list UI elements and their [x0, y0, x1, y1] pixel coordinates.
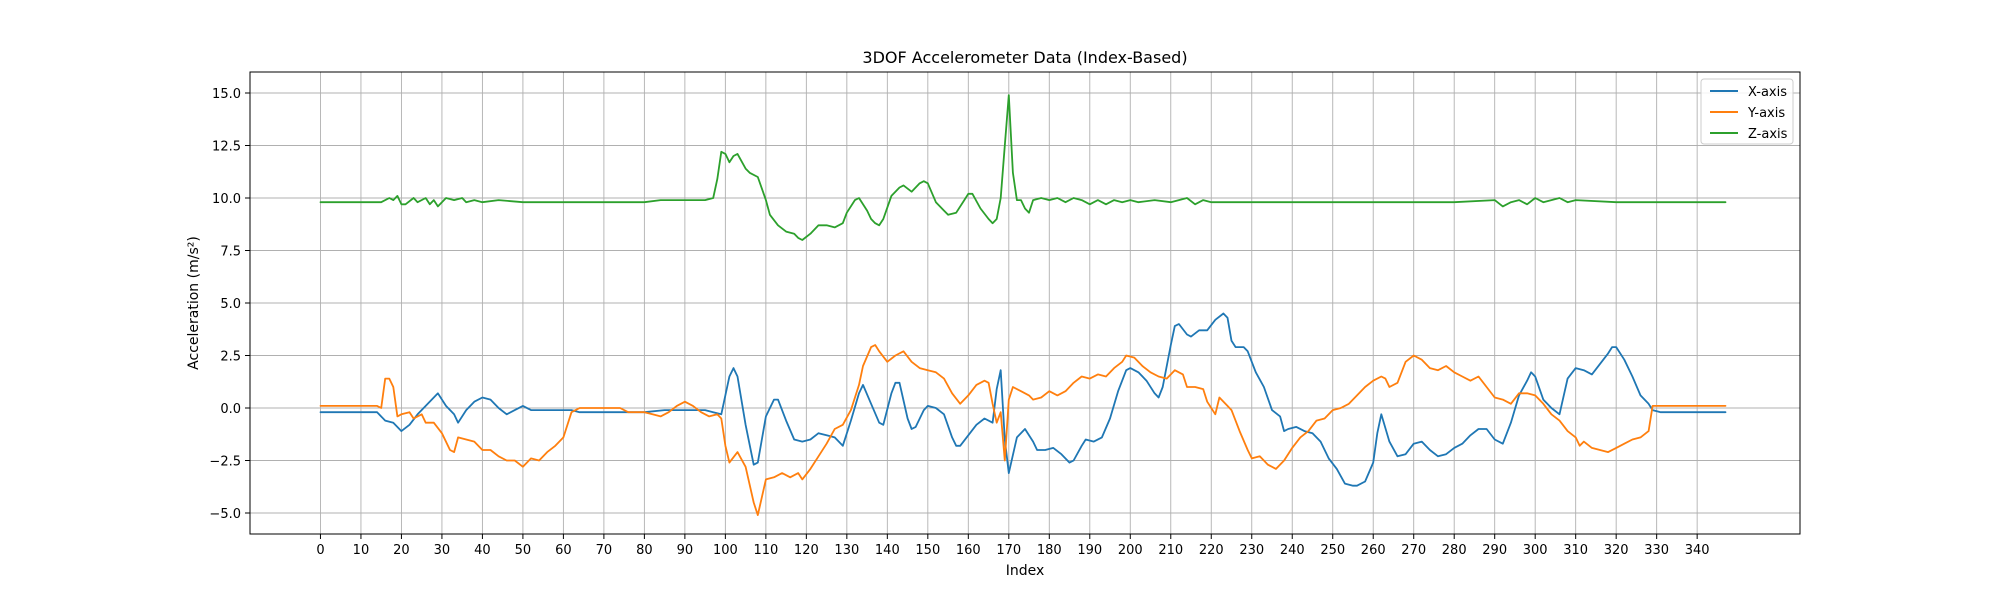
x-tick-label: 230: [1239, 543, 1264, 558]
x-tick-label: 160: [956, 543, 981, 558]
x-tick-label: 60: [555, 543, 572, 558]
x-tick-label: 310: [1563, 543, 1588, 558]
legend-box: [1700, 78, 1794, 145]
x-tick-label: 70: [596, 543, 613, 558]
x-tick-label: 110: [753, 543, 778, 558]
x-tick-label: 100: [713, 543, 738, 558]
x-tick-label: 0: [316, 543, 324, 558]
series-line-z-axis: [319, 94, 1727, 241]
x-tick-label: 80: [636, 543, 653, 558]
x-tick-label: 180: [1037, 543, 1062, 558]
legend-label-x-axis: X-axis: [1748, 85, 1787, 100]
x-tick-label: 20: [393, 543, 410, 558]
x-tick-label: 190: [1077, 543, 1102, 558]
x-tick-label: 240: [1280, 543, 1305, 558]
x-tick-label: 220: [1199, 543, 1224, 558]
x-tick-label: 320: [1604, 543, 1629, 558]
series-line-x-axis: [319, 312, 1727, 487]
series-line-y-axis: [319, 344, 1727, 516]
x-tick-label: 170: [996, 543, 1021, 558]
x-tick-label: 210: [1158, 543, 1183, 558]
legend-label-y-axis: Y-axis: [1747, 106, 1785, 121]
grid-lines: [250, 72, 1800, 534]
y-tick-label: 12.5: [212, 140, 241, 155]
y-tick-label: 5.0: [220, 297, 241, 312]
y-axis-label: Acceleration (m/s²): [186, 236, 202, 370]
legend: X-axis Y-axis Z-axis: [1700, 78, 1794, 145]
x-tick-label: 150: [915, 543, 940, 558]
x-tick-label: 330: [1644, 543, 1669, 558]
y-tick-label: −5.0: [209, 507, 241, 522]
y-tick-label: 7.5: [220, 245, 241, 260]
x-tick-label: 10: [353, 543, 370, 558]
y-tick-label: 15.0: [212, 87, 241, 102]
x-tick-label: 290: [1482, 543, 1507, 558]
x-tick-label: 270: [1401, 543, 1426, 558]
x-tick-label: 200: [1118, 543, 1143, 558]
y-tick-label: 2.5: [220, 350, 241, 365]
x-tick-label: 300: [1523, 543, 1548, 558]
x-tick-label: 260: [1361, 543, 1386, 558]
series-lines: [319, 94, 1727, 516]
y-tick-label: 0.0: [220, 402, 241, 417]
x-tick-label: 250: [1320, 543, 1345, 558]
x-tick-label: 340: [1685, 543, 1710, 558]
x-tick-label: 280: [1442, 543, 1467, 558]
y-tick-label: 10.0: [212, 192, 241, 207]
axis-ticks: 0 10 20 30 40 50 60 70 80 90 100 110 120 130 140 150 160…: [209, 87, 1709, 558]
legend-label-z-axis: Z-axis: [1748, 127, 1788, 142]
x-axis-label: Index: [1006, 563, 1045, 579]
x-tick-label: 140: [875, 543, 900, 558]
chart-title: 3DOF Accelerometer Data (Index-Based): [862, 48, 1187, 67]
x-tick-label: 50: [515, 543, 532, 558]
x-tick-label: 30: [434, 543, 451, 558]
x-tick-label: 120: [794, 543, 819, 558]
x-tick-label: 90: [677, 543, 694, 558]
x-tick-label: 130: [834, 543, 859, 558]
y-tick-label: −2.5: [209, 455, 241, 470]
x-tick-label: 40: [474, 543, 491, 558]
